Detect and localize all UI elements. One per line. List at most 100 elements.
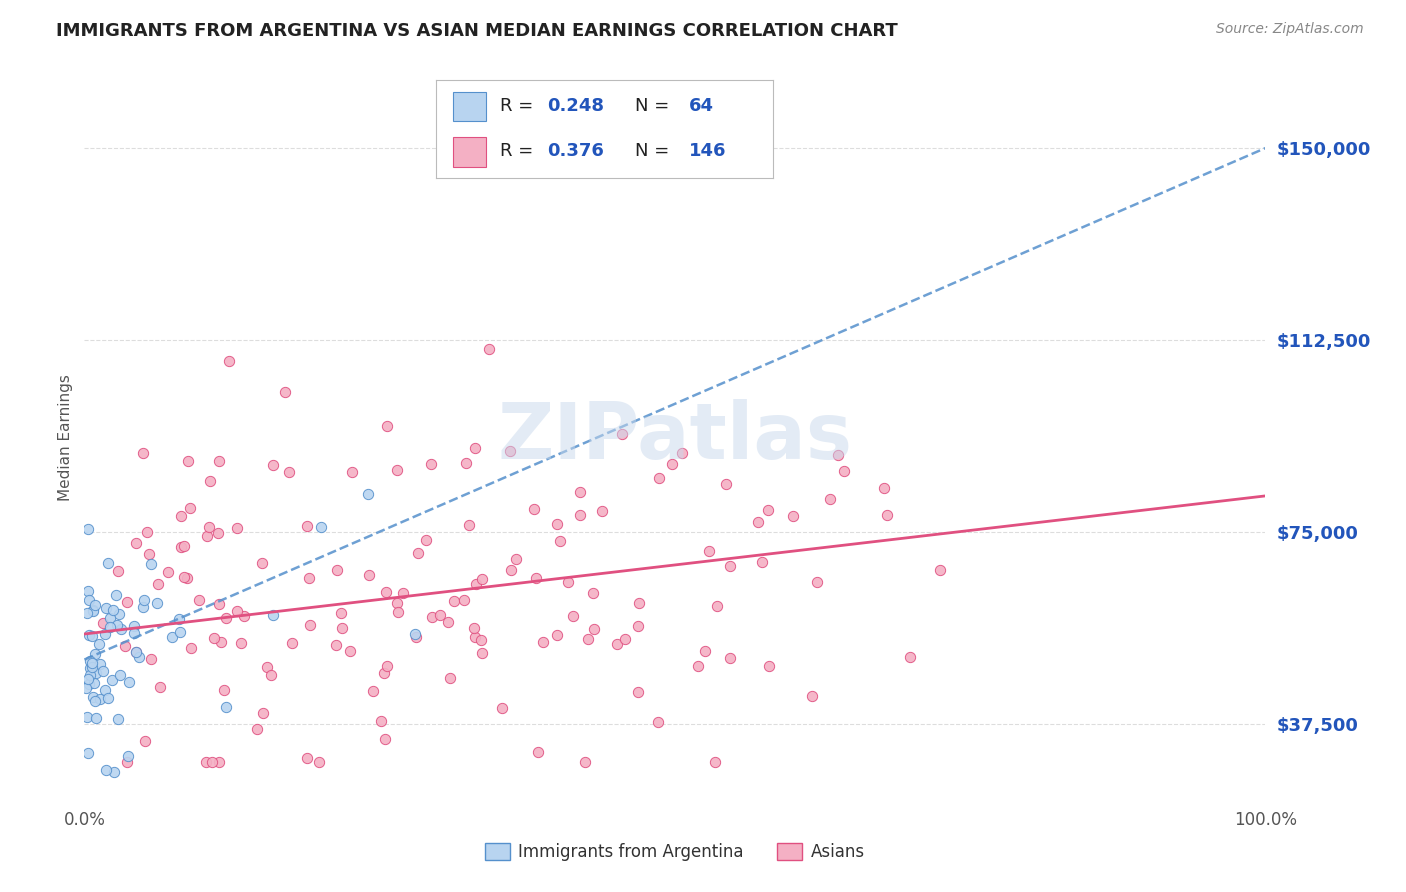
- Point: [103, 765, 125, 780]
- Point: [806, 574, 828, 589]
- Point: [373, 666, 395, 681]
- Point: [97, 691, 120, 706]
- Point: [464, 441, 486, 455]
- Point: [308, 755, 330, 769]
- Point: [101, 603, 124, 617]
- Point: [115, 594, 138, 608]
- Point: [187, 593, 209, 607]
- Point: [297, 519, 319, 533]
- Point: [627, 685, 650, 699]
- Point: [505, 552, 527, 566]
- Point: [832, 464, 855, 478]
- Point: [693, 643, 716, 657]
- Point: [415, 533, 437, 548]
- Point: [124, 645, 146, 659]
- Point: [105, 588, 128, 602]
- Point: [229, 636, 252, 650]
- Point: [876, 508, 898, 522]
- Point: [77, 584, 100, 599]
- Point: [84, 711, 107, 725]
- Point: [578, 632, 600, 647]
- Point: [325, 638, 347, 652]
- Point: [465, 577, 488, 591]
- Point: [374, 732, 396, 747]
- Point: [613, 632, 636, 646]
- Point: [169, 624, 191, 639]
- Point: [125, 535, 148, 549]
- Point: [374, 584, 396, 599]
- Legend: Immigrants from Argentina, Asians: Immigrants from Argentina, Asians: [478, 836, 872, 868]
- Point: [281, 636, 304, 650]
- Point: [94, 683, 117, 698]
- Point: [627, 619, 650, 633]
- Point: [363, 683, 385, 698]
- Point: [340, 466, 363, 480]
- Point: [77, 592, 100, 607]
- Point: [108, 668, 131, 682]
- Point: [471, 572, 494, 586]
- Point: [214, 683, 236, 698]
- Point: [648, 471, 671, 485]
- Point: [478, 342, 501, 356]
- Point: [546, 516, 568, 531]
- Point: [581, 586, 603, 600]
- Point: [404, 627, 426, 641]
- Point: [375, 418, 398, 433]
- Point: [295, 751, 318, 765]
- Point: [107, 712, 129, 726]
- Point: [162, 631, 184, 645]
- Text: N =: N =: [636, 142, 675, 160]
- Point: [751, 555, 773, 569]
- Bar: [453, 137, 486, 167]
- Point: [470, 632, 492, 647]
- Point: [218, 353, 240, 368]
- Point: [100, 620, 122, 634]
- Point: [167, 611, 190, 625]
- Point: [375, 658, 398, 673]
- Point: [252, 706, 274, 721]
- Point: [77, 628, 100, 642]
- Point: [84, 599, 107, 613]
- Text: IMMIGRANTS FROM ARGENTINA VS ASIAN MEDIAN EARNINGS CORRELATION CHART: IMMIGRANTS FROM ARGENTINA VS ASIAN MEDIA…: [56, 22, 898, 40]
- Point: [198, 519, 221, 533]
- Point: [524, 571, 547, 585]
- Point: [526, 745, 548, 759]
- Point: [79, 654, 101, 668]
- Point: [202, 631, 225, 645]
- Point: [387, 606, 409, 620]
- Text: 0.248: 0.248: [547, 97, 605, 115]
- Point: [156, 565, 179, 579]
- Point: [173, 539, 195, 553]
- Point: [873, 481, 896, 495]
- Point: [454, 456, 477, 470]
- Point: [79, 677, 101, 691]
- Point: [76, 710, 98, 724]
- Point: [453, 593, 475, 607]
- Point: [357, 487, 380, 501]
- Point: [562, 608, 585, 623]
- Point: [101, 673, 124, 688]
- Point: [498, 443, 520, 458]
- Point: [115, 755, 138, 769]
- Point: [208, 597, 231, 611]
- Point: [207, 526, 229, 541]
- Point: [591, 503, 613, 517]
- Text: 146: 146: [689, 142, 727, 160]
- Y-axis label: Median Earnings: Median Earnings: [58, 374, 73, 500]
- Point: [309, 520, 332, 534]
- Point: [80, 659, 103, 673]
- Point: [370, 714, 392, 728]
- Text: 0.376: 0.376: [547, 142, 605, 160]
- Point: [747, 515, 769, 529]
- Point: [437, 615, 460, 630]
- Point: [125, 645, 148, 659]
- Point: [330, 621, 353, 635]
- Point: [491, 701, 513, 715]
- Point: [716, 476, 738, 491]
- Point: [420, 609, 443, 624]
- Point: [84, 648, 107, 662]
- Point: [458, 517, 481, 532]
- Point: [94, 763, 117, 777]
- Point: [391, 586, 413, 600]
- Point: [827, 448, 849, 462]
